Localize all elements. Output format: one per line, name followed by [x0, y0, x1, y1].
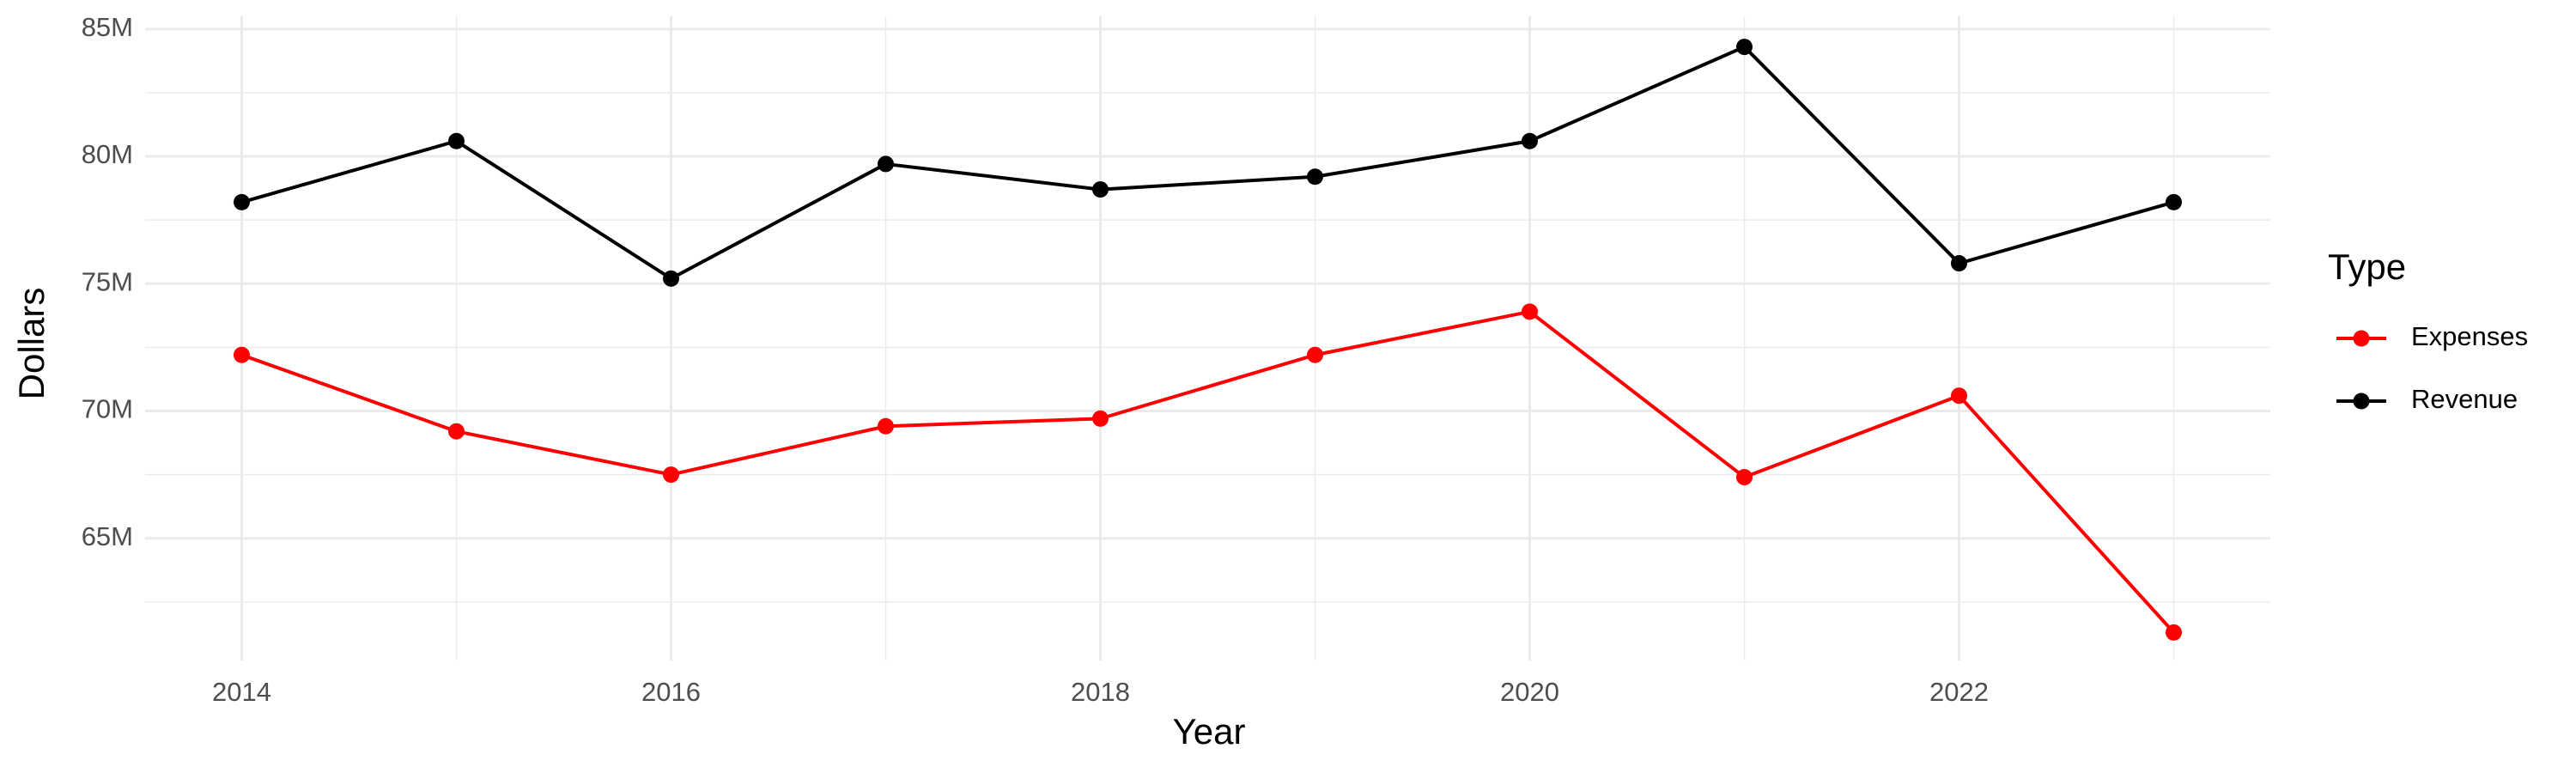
- data-point: [2166, 624, 2182, 641]
- data-point: [448, 132, 465, 149]
- legend-title: Type: [2328, 247, 2406, 287]
- y-axis-title: Dollars: [11, 288, 52, 400]
- data-point: [1092, 410, 1109, 427]
- legend-label: Expenses: [2411, 321, 2528, 351]
- series-line: [240, 45, 2175, 281]
- data-point: [1307, 168, 1323, 186]
- legend-label: Revenue: [2411, 384, 2518, 414]
- data-point: [1092, 181, 1109, 198]
- legend-marker: [2353, 330, 2370, 347]
- x-axis-title: Year: [1173, 711, 1246, 752]
- data-point: [663, 466, 679, 484]
- x-tick-label: 2014: [212, 677, 271, 707]
- y-tick-label: 80M: [82, 139, 133, 169]
- x-tick-label: 2018: [1071, 677, 1130, 707]
- legend-marker: [2353, 393, 2370, 410]
- data-point: [2166, 193, 2182, 210]
- y-tick-label: 65M: [82, 521, 133, 551]
- data-point: [878, 155, 894, 173]
- data-point: [663, 270, 679, 287]
- y-tick-label: 70M: [82, 394, 133, 424]
- data-point: [448, 423, 465, 440]
- series-line: [240, 309, 2175, 634]
- data-point: [1522, 132, 1538, 149]
- data-point: [1736, 469, 1753, 486]
- x-tick-label: 2022: [1929, 677, 1989, 707]
- x-tick-label: 2020: [1500, 677, 1559, 707]
- x-tick-label: 2016: [641, 677, 701, 707]
- data-point: [234, 193, 250, 210]
- data-point: [878, 417, 894, 435]
- y-tick-label: 75M: [82, 266, 133, 296]
- data-point: [1951, 255, 1967, 272]
- data-point: [1522, 303, 1538, 320]
- data-point: [1736, 39, 1753, 56]
- data-point: [234, 346, 250, 363]
- data-point: [1951, 387, 1967, 405]
- data-point: [1307, 346, 1323, 363]
- y-tick-label: 85M: [82, 12, 133, 42]
